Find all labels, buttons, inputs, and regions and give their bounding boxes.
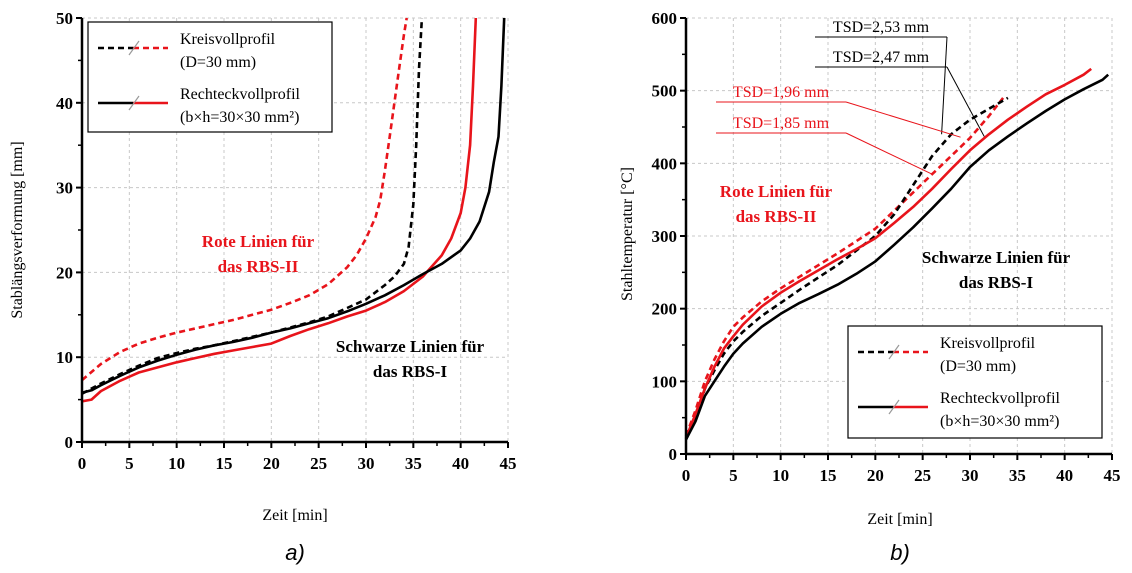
series-line xyxy=(684,67,1092,439)
x-tick-label: 40 xyxy=(1056,466,1073,485)
y-axis-label-b: Stahltemperatur [°C] xyxy=(619,167,636,301)
legend-sublabel: (b×h=30×30 mm²) xyxy=(180,109,299,126)
series-line xyxy=(684,97,1005,437)
tsd-label: TSD=1,96 mm xyxy=(733,84,830,101)
x-axis-label-a: Zeit [min] xyxy=(262,507,327,524)
x-tick-label: 15 xyxy=(216,454,233,473)
x-tick-label: 25 xyxy=(310,454,327,473)
legend-swatch-slash xyxy=(888,344,900,360)
y-axis-label-a: Stablängsverformung [mm] xyxy=(9,141,26,318)
tsd-leader xyxy=(941,36,948,135)
x-tick-label: 45 xyxy=(1104,466,1121,485)
annotation-text: Rote Linien für xyxy=(720,182,833,201)
annotation-text: Rote Linien für xyxy=(202,232,315,251)
x-tick-label: 45 xyxy=(500,454,517,473)
series-line xyxy=(81,17,408,382)
x-tick-label: 35 xyxy=(405,454,422,473)
x-tick-label: 10 xyxy=(772,466,789,485)
x-tick-label: 0 xyxy=(78,454,87,473)
legend-label: Kreisvollprofil xyxy=(180,31,276,48)
legend-sublabel: (D=30 mm) xyxy=(940,358,1016,375)
y-tick-label: 50 xyxy=(56,9,73,28)
legend-a: Kreisvollprofil (D=30 mm) Rechteckvollprof… xyxy=(87,21,333,133)
y-tick-label: 30 xyxy=(56,179,73,198)
y-tick-label: 20 xyxy=(56,263,73,282)
x-tick-label: 30 xyxy=(358,454,375,473)
y-tick-label: 100 xyxy=(652,372,678,391)
legend-box xyxy=(87,21,333,133)
y-tick-label: 600 xyxy=(652,9,678,28)
x-tick-label: 10 xyxy=(168,454,185,473)
x-tick-label: 5 xyxy=(729,466,738,485)
tsd-label: TSD=1,85 mm xyxy=(733,115,830,132)
chart-panel-a: 0 5 10 15 20 25 30 35 40 45 0 10 20 30 40 50 Zeit [min]… xyxy=(9,9,517,565)
x-tick-label: 15 xyxy=(820,466,837,485)
legend-swatch-slash xyxy=(128,40,140,56)
annotation-text: das RBS-II xyxy=(736,207,817,226)
legend-label: Rechteckvollprofil xyxy=(940,390,1061,407)
legend-label: Rechteckvollprofil xyxy=(180,86,301,103)
y-tick-label: 0 xyxy=(669,445,678,464)
panel-label-a: a) xyxy=(285,540,305,565)
x-tick-label: 20 xyxy=(867,466,884,485)
annotation-text: das RBS-II xyxy=(218,257,299,276)
panel-label-b: b) xyxy=(890,540,910,565)
annotation-text: Schwarze Linien für xyxy=(336,337,485,356)
x-tick-label: 0 xyxy=(682,466,691,485)
annotation-text: das RBS-I xyxy=(959,273,1034,292)
tsd-label: TSD=2,47 mm xyxy=(833,49,930,66)
annotations-a: Rote Linien für das RBS-II Schwarze Linien… xyxy=(202,232,485,381)
y-tick-label: 200 xyxy=(652,300,678,319)
y-tick-label: 400 xyxy=(652,154,678,173)
ticks-b: 0 5 10 15 20 25 30 35 40 45 0 100 200 300 400 500 600 xyxy=(652,9,1121,485)
series-line xyxy=(684,96,1009,441)
annotation-text: das RBS-I xyxy=(373,362,448,381)
ticks-a: 0 5 10 15 20 25 30 35 40 45 0 10 20 30 40 50 xyxy=(56,9,517,473)
tsd-leader xyxy=(845,101,961,138)
series-line xyxy=(684,73,1110,441)
chart-panel-b: 0 5 10 15 20 25 30 35 40 45 0 100 200 300 400 500 600 Ze… xyxy=(619,9,1121,565)
y-tick-label: 500 xyxy=(652,82,678,101)
tsd-leader xyxy=(946,66,985,137)
legend-sublabel: (b×h=30×30 mm²) xyxy=(940,413,1059,430)
legend-sublabel: (D=30 mm) xyxy=(180,54,256,71)
x-tick-label: 20 xyxy=(263,454,280,473)
series-group-b xyxy=(684,67,1110,441)
y-tick-label: 0 xyxy=(65,433,74,452)
legend-box xyxy=(847,325,1103,439)
annotation-text: Schwarze Linien für xyxy=(922,248,1071,267)
series-group-a xyxy=(81,17,506,403)
annotations-b: Rote Linien für das RBS-II Schwarze Linien… xyxy=(720,182,1071,292)
x-tick-label: 30 xyxy=(962,466,979,485)
y-tick-label: 10 xyxy=(56,348,73,367)
legend-swatch-slash xyxy=(128,95,140,111)
x-tick-label: 5 xyxy=(125,454,134,473)
legend-swatch-slash xyxy=(888,399,900,415)
tsd-label: TSD=2,53 mm xyxy=(833,19,930,36)
legend-b: Kreisvollprofil (D=30 mm) Rechteckvollprof… xyxy=(847,325,1103,439)
legend-label: Kreisvollprofil xyxy=(940,335,1036,352)
y-tick-label: 40 xyxy=(56,94,73,113)
series-line xyxy=(81,17,506,395)
series-line xyxy=(81,17,424,395)
grid-b xyxy=(686,17,1113,454)
x-tick-label: 35 xyxy=(1009,466,1026,485)
series-line xyxy=(81,17,478,403)
tsd-leader xyxy=(845,132,933,175)
y-tick-label: 300 xyxy=(652,227,678,246)
x-tick-label: 40 xyxy=(452,454,469,473)
tsd-annotations-b: TSD=2,53 mm TSD=2,47 mm TSD=1,96 mm TSD=1,8… xyxy=(716,19,985,175)
x-axis-label-b: Zeit [min] xyxy=(867,511,932,528)
x-tick-label: 25 xyxy=(914,466,931,485)
